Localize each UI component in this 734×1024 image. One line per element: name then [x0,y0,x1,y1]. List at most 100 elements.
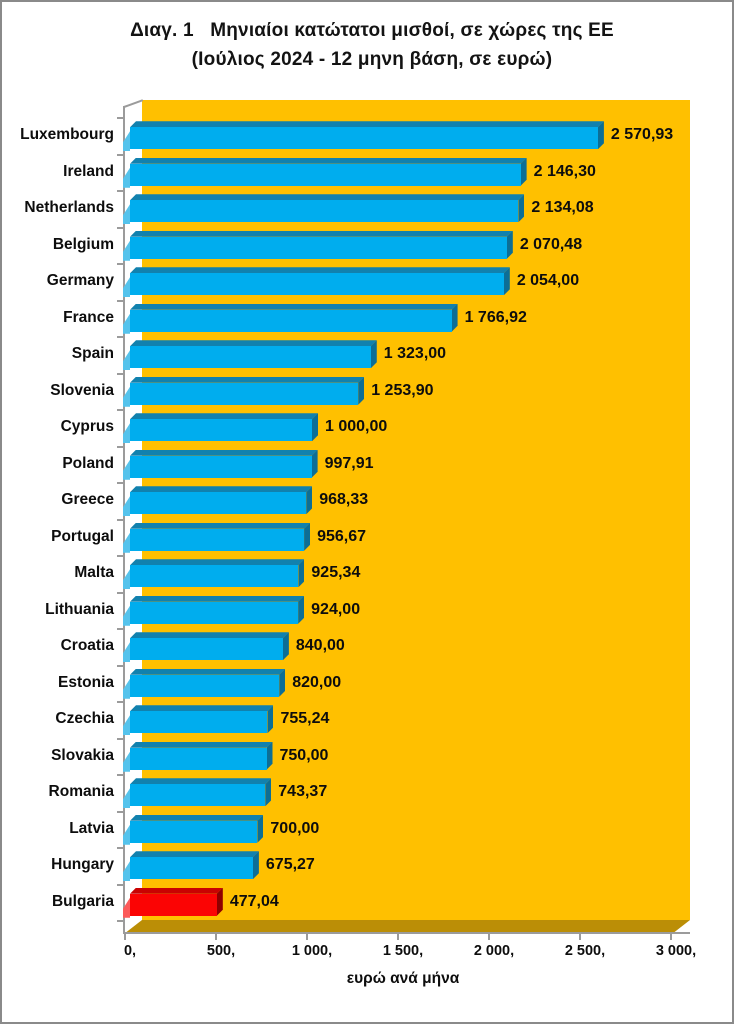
value-label: 2 070,48 [519,235,583,253]
category-label: Slovenia [50,381,114,399]
chart-subtitle: (Ιούλιος 2024 - 12 μηνη βάση, σε ευρώ) [191,49,553,70]
bar-start-wedge [123,715,130,736]
bar [123,601,299,626]
bar [123,492,307,517]
bar [123,528,305,553]
bar-row: Hungary 675,27 [2,847,732,884]
y-axis-tick [117,153,124,156]
bar [123,236,507,261]
bar-start-wedge [123,788,130,809]
y-axis-tick [117,117,124,119]
value-label: 755,24 [280,710,330,728]
x-axis-title: ευρώ ανά μήνα [346,970,460,987]
y-axis-tick [117,445,124,448]
y-axis-tick [117,299,124,302]
value-label: 750,00 [279,746,329,764]
bar-start-wedge [123,240,130,261]
category-label: Greece [61,491,114,509]
bar-row: Luxembourg 2 570,93 [2,117,732,154]
y-axis-tick [117,701,124,703]
value-label: 925,34 [311,564,361,582]
x-axis-tick [215,933,217,940]
x-axis-tick [124,933,126,940]
bar-start-wedge [123,824,130,845]
bar-row: Latvia 700,00 [2,811,732,848]
value-label: 924,00 [311,600,361,618]
bar-row: Cyprus 1 000,00 [2,409,732,446]
category-label: Portugal [51,527,114,545]
x-axis-tick-label: 1 000, [291,943,333,959]
bar [123,382,359,407]
chart-title-block: Διαγ. 1 Μηνιαίοι κατώτατοι μισθοί, σε χώ… [32,16,712,74]
x-axis-tick [306,933,308,940]
value-label: 820,00 [292,673,342,691]
bar-row: Poland 997,91 [2,446,732,483]
x-axis-tick [579,933,581,940]
bar-row: Slovenia 1 253,90 [2,373,732,410]
y-axis-tick [117,591,124,594]
value-label: 2 134,08 [531,199,594,217]
bar [123,820,258,845]
bar-start-wedge [123,131,130,152]
category-label: Belgium [52,235,114,253]
category-label: Lithuania [45,600,114,618]
y-axis-tick [117,920,124,922]
category-label: Poland [62,454,114,472]
bar-start-wedge [123,459,130,480]
x-axis-tick [397,933,399,940]
y-axis-tick [117,810,124,813]
bar [123,346,371,371]
category-label: Bulgaria [51,892,114,910]
bar [123,747,267,772]
bar [123,419,312,444]
bar-start-wedge [123,642,130,663]
value-label: 997,91 [324,454,374,472]
value-label: 956,67 [317,527,367,545]
bar-row: Malta 925,34 [2,555,732,592]
y-axis-tick [117,336,124,338]
x-axis-tick-label: 2 000, [473,943,515,959]
bar-start-wedge [123,897,130,918]
y-axis-tick [117,664,124,667]
value-label: 675,27 [265,856,315,874]
bar [123,455,312,480]
bar [123,309,452,334]
bar-row: Slovakia 750,00 [2,738,732,775]
bar-row: Croatia 840,00 [2,628,732,665]
bar-start-wedge [123,678,130,699]
bar-start-wedge [123,277,130,298]
bar-start-wedge [123,532,130,553]
bar-row: Ireland 2 146,30 [2,154,732,191]
category-label: Cyprus [60,418,114,436]
x-axis-tick-label: 3 000, [655,943,697,959]
value-label: 743,37 [278,783,328,801]
y-axis-line [123,106,125,934]
y-axis-tick [117,372,124,375]
value-label: 2 570,93 [610,126,674,144]
category-label: Luxembourg [20,126,114,144]
bar [123,638,283,663]
bar-row: Romania 743,37 [2,774,732,811]
chart-title: Διαγ. 1 Μηνιαίοι κατώτατοι μισθοί, σε χώ… [130,20,614,41]
bar-start-wedge [123,605,130,626]
bar [123,711,268,736]
value-label: 2 146,30 [533,162,596,180]
bar-start-wedge [123,569,130,590]
category-label: Czechia [55,710,114,728]
y-axis-tick [117,263,124,265]
x-axis-tick-label: 1 500, [382,943,424,959]
bar [123,674,280,699]
value-label: 1 253,90 [371,381,434,399]
bar-start-wedge [123,167,130,188]
y-axis-tick [117,190,124,192]
value-label: 1 000,00 [325,418,388,436]
bar-start-wedge [123,313,130,334]
bar [123,163,521,188]
category-label: Netherlands [24,199,114,217]
value-label: 1 323,00 [383,345,447,363]
bar-start-wedge [123,496,130,517]
x-axis-tick-label: 0, [123,943,137,959]
bar [123,273,504,298]
category-label: Ireland [63,162,114,180]
y-axis-tick [117,409,124,411]
